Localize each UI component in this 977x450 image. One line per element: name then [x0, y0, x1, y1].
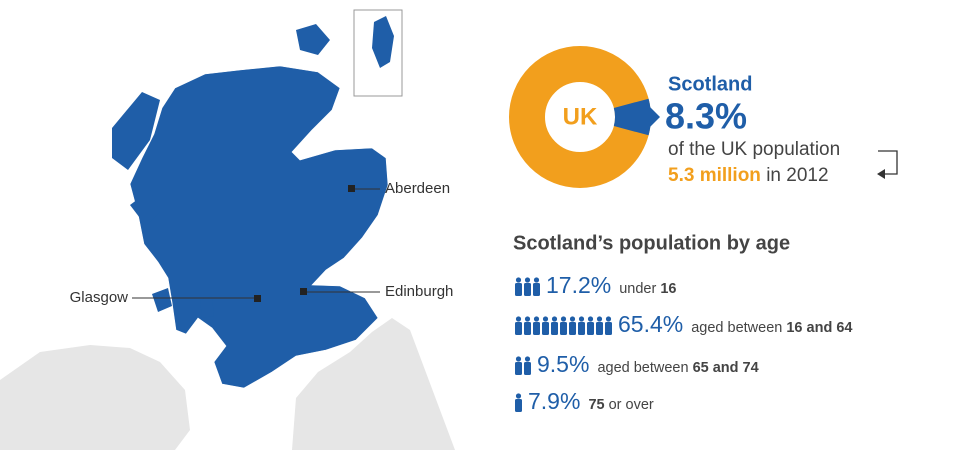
person-icon-head [524, 356, 531, 362]
scotland-island [296, 24, 330, 55]
person-icon-head [533, 277, 540, 283]
city-marker [300, 288, 307, 295]
person-icon-head [533, 316, 540, 322]
age-value: 7.9% [528, 388, 580, 414]
donut-center-label: UK [563, 103, 598, 130]
person-icon-body [524, 283, 531, 296]
age-value: 65.4% [618, 311, 683, 337]
person-icon-body [524, 362, 531, 375]
age-label-bold: 16 [660, 281, 676, 297]
share-caption: of the UK population [668, 139, 840, 160]
person-icon-head [578, 316, 585, 322]
city-label: Edinburgh [385, 283, 453, 300]
person-icon-head [587, 316, 594, 322]
age-label-text: under [619, 281, 656, 297]
person-icon-head [515, 316, 522, 322]
age-row: 65.4% aged between 16 and 64 [515, 311, 852, 337]
person-icon-body [560, 322, 567, 335]
city-label: Glasgow [70, 289, 129, 306]
age-row: 7.9% 75 or over [515, 388, 654, 414]
person-icon-head [560, 316, 567, 322]
age-value: 9.5% [537, 351, 589, 377]
person-icon-head [515, 393, 522, 399]
person-icon-body [515, 322, 522, 335]
age-label: 75 or over [588, 397, 653, 413]
person-icon-body [569, 322, 576, 335]
shetland-inset [353, 9, 403, 97]
person-icon-body [524, 322, 531, 335]
person-icon-body [515, 362, 522, 375]
region-name: Scotland [668, 73, 752, 95]
age-value: 17.2% [546, 272, 611, 298]
age-label-bold: 75 [588, 397, 604, 413]
person-icon-body [587, 322, 594, 335]
scotland-island [152, 288, 172, 312]
scotland-island [200, 296, 214, 318]
age-label-text: aged between [691, 320, 782, 336]
person-icon-head [569, 316, 576, 322]
person-icon-head [596, 316, 603, 322]
person-icon-head [515, 356, 522, 362]
age-row: 9.5% aged between 65 and 74 [515, 351, 759, 377]
age-label-text: aged between [597, 360, 688, 376]
scotland-island [112, 92, 160, 170]
scotland-map [129, 65, 389, 389]
share-wedge [613, 98, 651, 136]
year-text: in 2012 [766, 165, 828, 186]
person-icon-head [524, 316, 531, 322]
person-icon-head [515, 277, 522, 283]
population-line: 5.3 million in 2012 [668, 165, 829, 186]
age-label-bold: 65 and 74 [693, 360, 759, 376]
person-icon-head [605, 316, 612, 322]
person-icon-body [605, 322, 612, 335]
bracket-arrow [878, 150, 898, 175]
age-label: under 16 [619, 281, 676, 297]
person-icon-body [551, 322, 558, 335]
person-icon-body [533, 283, 540, 296]
person-icon-head [542, 316, 549, 322]
population: 5.3 million [668, 165, 761, 186]
person-icon-body [515, 283, 522, 296]
share-value: 8.3% [665, 96, 747, 137]
city-marker [348, 185, 355, 192]
city-label: Aberdeen [385, 180, 450, 197]
person-icon-body [542, 322, 549, 335]
age-label: aged between 65 and 74 [597, 360, 758, 376]
age-label: aged between 16 and 64 [691, 320, 852, 336]
scotland-island [130, 190, 160, 226]
person-icon-head [551, 316, 558, 322]
person-icon-head [524, 277, 531, 283]
person-icon-body [596, 322, 603, 335]
age-title: Scotland’s population by age [513, 232, 790, 254]
land-background [0, 345, 190, 450]
wedge-pointer [646, 103, 660, 131]
city-marker [254, 295, 261, 302]
person-icon-body [515, 399, 522, 412]
scotland-island [372, 16, 394, 68]
age-label-bold: 16 and 64 [786, 320, 852, 336]
land-background [292, 318, 455, 450]
person-icon-body [533, 322, 540, 335]
arrow-head [877, 169, 885, 179]
person-icon-body [578, 322, 585, 335]
age-label-text: or over [609, 397, 654, 413]
age-row: 17.2% under 16 [515, 272, 676, 298]
